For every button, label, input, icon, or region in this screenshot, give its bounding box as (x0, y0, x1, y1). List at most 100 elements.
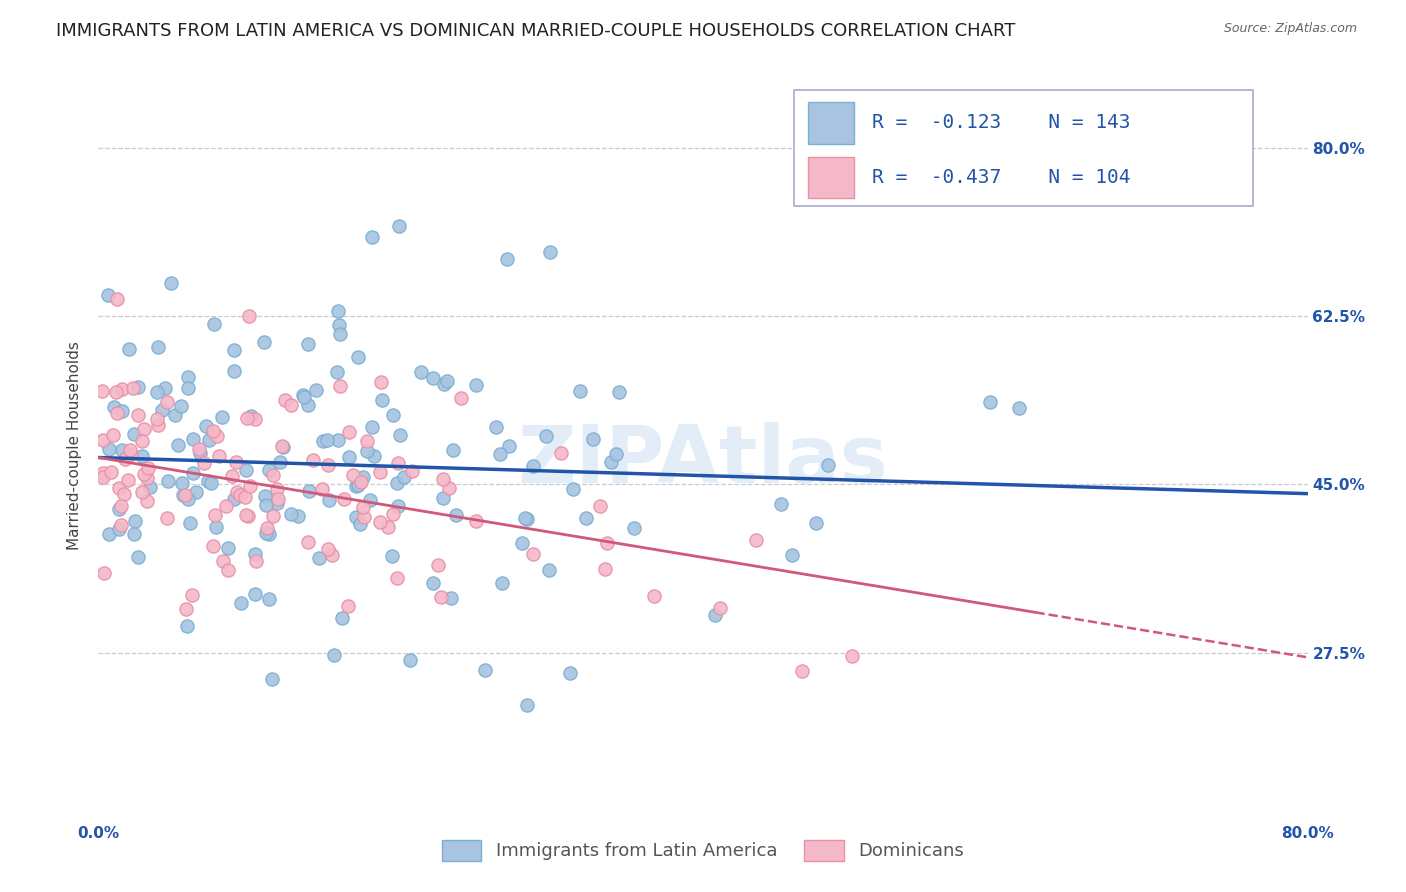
Point (201, 539, 224, 553)
Point (173, 488, 195, 502)
Point (229, 596, 252, 610)
Point (91, 384, 114, 399)
Point (120, 447, 142, 461)
Point (127, 550, 149, 565)
Point (104, 384, 127, 399)
Point (224, 343, 246, 358)
Point (441, 443, 464, 458)
Point (193, 456, 215, 470)
Point (623, 521, 645, 535)
Point (538, 244, 561, 259)
Point (841, 648, 863, 663)
Point (91, 467, 114, 481)
Point (262, 467, 284, 482)
Point (770, 498, 793, 512)
Point (103, 400, 125, 414)
Point (245, 554, 267, 568)
Point (259, 463, 281, 477)
Text: R =  -0.437    N = 104: R = -0.437 N = 104 (872, 168, 1130, 186)
Point (239, 479, 262, 493)
Point (291, 387, 314, 401)
Point (132, 467, 155, 481)
Point (433, 377, 456, 392)
Point (111, 442, 134, 457)
Point (359, 493, 381, 508)
Point (200, 476, 222, 491)
Point (181, 432, 204, 446)
Point (337, 425, 360, 440)
Point (225, 485, 247, 500)
Point (430, 590, 453, 604)
Point (600, 455, 623, 469)
Point (522, 547, 544, 561)
Point (356, 434, 378, 449)
Point (122, 381, 145, 395)
Point (163, 408, 186, 422)
Y-axis label: Married-couple Households: Married-couple Households (67, 342, 83, 550)
Point (238, 508, 260, 523)
Point (790, 664, 813, 678)
Point (593, 561, 616, 575)
Point (352, 500, 374, 514)
Point (243, 411, 266, 425)
Point (152, 403, 174, 417)
Point (311, 483, 333, 497)
Point (110, 517, 132, 532)
Point (368, 515, 391, 529)
Point (270, 439, 292, 453)
Point (495, 252, 517, 267)
Point (575, 511, 598, 525)
Point (329, 327, 352, 342)
Point (135, 471, 157, 485)
Point (426, 558, 449, 572)
Point (347, 351, 370, 365)
Point (201, 424, 224, 438)
Point (377, 519, 399, 533)
Point (353, 510, 375, 524)
Point (131, 484, 153, 499)
Point (342, 467, 364, 482)
Point (382, 507, 405, 521)
Point (450, 391, 472, 405)
Point (114, 452, 136, 467)
Point (153, 381, 176, 395)
Point (321, 548, 343, 562)
Point (259, 592, 281, 607)
Point (370, 376, 392, 390)
Point (202, 318, 225, 332)
Point (491, 575, 513, 590)
Point (360, 420, 382, 434)
Point (93, 566, 115, 580)
Point (387, 457, 409, 471)
Text: IMMIGRANTS FROM LATIN AMERICA VS DOMINICAN MARRIED-COUPLE HOUSEHOLDS CORRELATION: IMMIGRANTS FROM LATIN AMERICA VS DOMINIC… (56, 22, 1015, 40)
Point (208, 449, 231, 463)
Point (422, 576, 444, 591)
Point (256, 521, 278, 535)
Point (215, 499, 238, 513)
Point (308, 551, 330, 566)
Point (211, 554, 233, 568)
Point (780, 548, 803, 562)
FancyBboxPatch shape (808, 103, 855, 144)
Point (385, 571, 408, 585)
Point (197, 434, 219, 448)
Point (537, 562, 560, 576)
Point (643, 589, 665, 603)
Point (146, 417, 169, 432)
Point (197, 475, 219, 489)
Point (326, 365, 349, 379)
Point (297, 398, 319, 412)
Point (444, 508, 467, 523)
Point (432, 472, 454, 486)
Point (385, 475, 408, 490)
Point (146, 384, 169, 399)
Point (117, 473, 139, 487)
Point (560, 665, 582, 680)
Point (122, 527, 145, 541)
Point (337, 450, 360, 465)
Point (979, 395, 1001, 409)
Point (157, 475, 180, 489)
Point (522, 459, 544, 474)
Point (156, 395, 179, 409)
Point (262, 509, 284, 524)
